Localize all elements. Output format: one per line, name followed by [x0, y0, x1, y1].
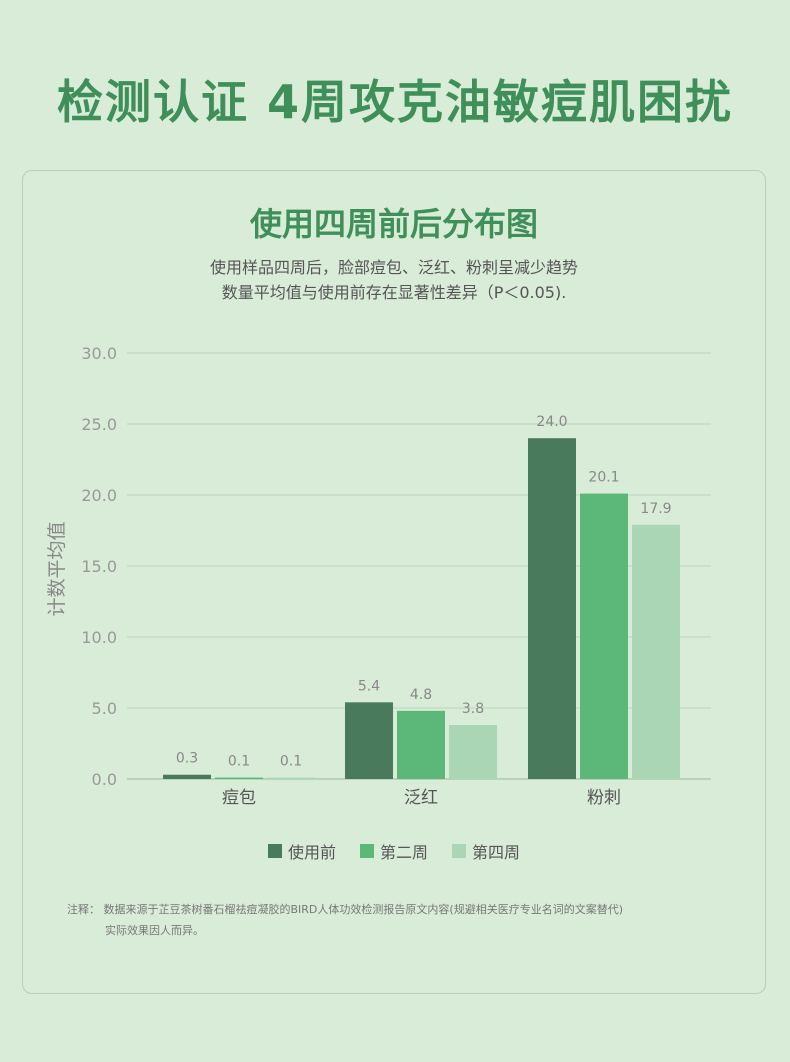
- bar-1-1: [397, 710, 445, 779]
- chart-legend: 使用前 第二周 第四周: [23, 839, 765, 863]
- bar-2-2: [632, 524, 680, 779]
- bar-0-1: [215, 777, 263, 779]
- bar-0-2: [267, 777, 315, 779]
- y-axis-label: 计数平均值: [46, 521, 68, 616]
- legend-label-week2: 第二周: [379, 843, 428, 862]
- chart-title: 使用四周前后分布图: [249, 205, 538, 243]
- y-tick-label: 5.0: [92, 699, 117, 718]
- legend-label-week4: 第四周: [472, 843, 521, 862]
- legend-swatch-week2: [359, 844, 374, 858]
- data-label: 0.3: [176, 751, 198, 767]
- chart-subtitle: 使用样品四周后，脸部痘包、泛红、粉刺呈减少趋势 数量平均值与使用前存在显著性差异…: [23, 255, 765, 305]
- page-headline: 检测认证 4周攻克油敏痘肌困扰: [56, 75, 734, 129]
- footnote-line-2: 实际效果因人而异。: [105, 924, 204, 937]
- bar-chart: 0.0 5.0 10.0 15.0 20.0 25.0 30.0 计数平均值 0.3 0.1 0.1…: [46, 344, 711, 808]
- y-tick-label: 10.0: [81, 628, 117, 647]
- legend-item-week2: 第二周: [359, 839, 428, 863]
- y-tick-label: 0.0: [92, 770, 117, 789]
- x-tick-label: 泛红: [404, 788, 438, 808]
- bar-2-1: [580, 493, 628, 779]
- legend-label-before: 使用前: [287, 843, 336, 862]
- data-label: 20.1: [588, 470, 619, 486]
- bar-0-0: [163, 774, 211, 779]
- legend-swatch-week4: [452, 844, 466, 858]
- legend-item-week4: 第四周: [452, 839, 520, 863]
- data-label: 0.1: [228, 754, 250, 770]
- y-tick-label: 30.0: [81, 344, 117, 363]
- footnote-line-1: 注释： 数据来源于芷豆茶树番石榴祛痘凝胶的BIRD人体功效检测报告原文内容(规避…: [67, 903, 623, 916]
- y-tick-label: 15.0: [81, 557, 117, 576]
- data-label: 24.0: [536, 414, 567, 430]
- data-label: 5.4: [358, 678, 380, 694]
- legend-item-before: 使用前: [267, 839, 336, 863]
- footnote: 注释： 数据来源于芷豆茶树番石榴祛痘凝胶的BIRD人体功效检测报告原文内容(规避…: [67, 899, 727, 941]
- x-tick-label: 痘包: [222, 788, 256, 808]
- data-label: 4.8: [410, 687, 432, 703]
- subtitle-line-1: 使用样品四周后，脸部痘包、泛红、粉刺呈减少趋势: [209, 258, 578, 277]
- y-tick-label: 25.0: [81, 415, 117, 434]
- bar-1-2: [449, 725, 497, 779]
- data-label: 3.8: [462, 701, 484, 717]
- legend-swatch-before: [267, 844, 282, 858]
- data-label: 17.9: [640, 501, 671, 517]
- subtitle-line-2: 数量平均值与使用前存在显著性差异（P＜0.05).: [221, 283, 567, 302]
- bar-1-0: [345, 702, 393, 779]
- bar-2-0: [528, 438, 576, 779]
- y-tick-label: 20.0: [81, 486, 117, 505]
- chart-panel: 使用四周前后分布图 使用样品四周后，脸部痘包、泛红、粉刺呈减少趋势 数量平均值与…: [22, 170, 766, 994]
- data-label: 0.1: [280, 754, 302, 770]
- x-tick-label: 粉刺: [587, 788, 621, 808]
